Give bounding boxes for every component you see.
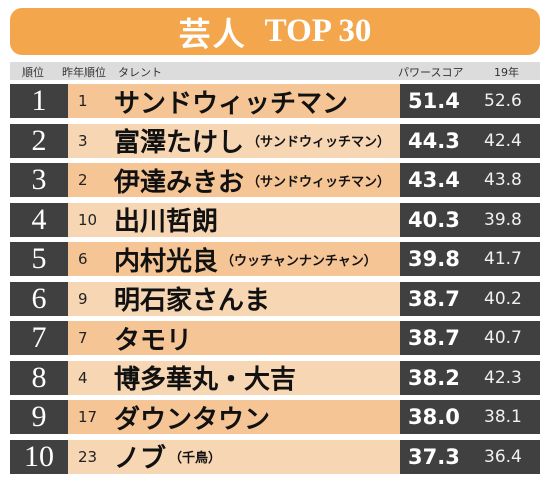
power-score: 38.7 [408,326,460,350]
power-score: 39.8 [408,247,460,271]
talent-name: ダウンタウン [114,404,271,435]
table-row: 5 6 内村光良 （ウッチャンナンチャン） 39.8 41.7 [10,242,540,277]
header-prev-rank: 昨年順位 [62,66,106,79]
table-row: 4 10 出川哲朗 40.3 39.8 [10,202,540,237]
prev-rank-cell: 7 [78,329,88,347]
talent-cell: 内村光良 （ウッチャンナンチャン） [114,242,400,277]
title-jp: 芸人 [178,14,247,53]
rank-cell: 9 [10,400,68,434]
header-power-score: パワースコア [398,66,464,79]
score-cell: 40.3 39.8 [400,202,540,237]
score-cell: 38.7 40.2 [400,281,540,316]
year19-score: 36.4 [484,446,522,467]
talent-note: （千鳥） [169,451,222,466]
talent-note: （サンドウィッチマン） [247,174,391,190]
score-cell: 37.3 36.4 [400,439,540,474]
talent-note: （ウッチャンナンチャン） [221,253,377,269]
score-cell: 38.0 38.1 [400,400,540,434]
rank-cell: 5 [10,242,68,276]
talent-cell: タモリ [114,321,400,356]
talent-name: サンドウィッチマン [114,88,349,119]
rank-cell: 3 [10,163,68,197]
power-score: 51.4 [408,89,460,113]
score-cell: 39.8 41.7 [400,242,540,276]
prev-rank-cell: 4 [78,368,88,387]
talent-cell: 富澤たけし （サンドウィッチマン） [114,124,400,158]
prev-rank-cell: 9 [78,289,88,308]
talent-name: 富澤たけし [114,128,245,158]
talent-name: 明石家さんま [114,286,271,316]
score-cell: 38.2 42.3 [400,360,540,395]
talent-cell: ノブ （千鳥） [114,440,400,474]
power-score: 44.3 [408,128,460,153]
talent-name: 出川哲朗 [114,207,219,237]
prev-rank-cell: 17 [78,408,98,426]
prev-rank-cell: 1 [78,92,88,110]
rank-cell: 1 [10,84,68,118]
year19-score: 39.8 [484,209,522,230]
power-score: 37.3 [408,444,460,469]
table-row: 10 23 ノブ （千鳥） 37.3 36.4 [10,439,540,474]
header-year19: 19年 [494,66,519,79]
table-row: 3 2 伊達みきお （サンドウィッチマン） 43.4 43.8 [10,163,540,198]
talent-cell: 博多華丸・大吉 [114,361,400,395]
score-cell: 38.7 40.7 [400,321,540,355]
talent-name: タモリ [114,325,193,356]
year19-score: 40.7 [484,328,522,348]
talent-name: 博多華丸・大吉 [114,365,297,395]
rank-cell: 4 [10,202,68,237]
talent-cell: 出川哲朗 [114,203,400,237]
score-cell: 51.4 52.6 [400,84,540,118]
rank-cell: 8 [10,360,68,395]
table-row: 1 1 サンドウィッチマン 51.4 52.6 [10,84,540,119]
table-row: 2 3 富澤たけし （サンドウィッチマン） 44.3 42.4 [10,123,540,158]
header-talent: タレント [118,66,162,79]
rank-cell: 6 [10,281,68,316]
prev-rank-cell: 23 [78,447,98,466]
power-score: 38.2 [408,365,460,390]
year19-score: 38.1 [484,407,522,427]
power-score: 43.4 [408,168,460,192]
table-row: 8 4 博多華丸・大吉 38.2 42.3 [10,360,540,395]
rank-cell: 10 [10,439,68,474]
talent-cell: 伊達みきお （サンドウィッチマン） [114,163,400,198]
score-cell: 44.3 42.4 [400,123,540,158]
talent-name: ノブ [114,444,167,474]
prev-rank-cell: 2 [78,171,88,189]
table-row: 6 9 明石家さんま 38.7 40.2 [10,281,540,316]
power-score: 38.0 [408,405,460,429]
power-score: 40.3 [408,207,460,232]
table-row: 9 17 ダウンタウン 38.0 38.1 [10,400,540,435]
prev-rank-cell: 6 [78,250,88,268]
talent-cell: ダウンタウン [114,400,400,435]
talent-name: 伊達みきお [114,167,245,198]
rank-cell: 2 [10,123,68,158]
year19-score: 52.6 [484,91,522,111]
title-en: TOP 30 [264,13,372,49]
talent-cell: サンドウィッチマン [114,84,400,119]
header-rank: 順位 [22,66,44,79]
table-row: 7 7 タモリ 38.7 40.7 [10,321,540,356]
talent-note: （サンドウィッチマン） [247,135,391,150]
year19-score: 40.2 [484,288,522,309]
year19-score: 42.4 [484,130,522,151]
title-banner: 芸人 TOP 30 [10,8,540,55]
talent-cell: 明石家さんま [114,282,400,316]
score-cell: 43.4 43.8 [400,163,540,197]
prev-rank-cell: 10 [78,210,98,229]
year19-score: 43.8 [484,170,522,190]
talent-name: 内村光良 [114,246,219,277]
power-score: 38.7 [408,286,460,311]
prev-rank-cell: 3 [78,131,88,150]
year19-score: 42.3 [484,367,522,388]
table-header: 順位 昨年順位 タレント パワースコア 19年 [10,62,540,80]
year19-score: 41.7 [484,249,522,269]
rank-cell: 7 [10,321,68,355]
